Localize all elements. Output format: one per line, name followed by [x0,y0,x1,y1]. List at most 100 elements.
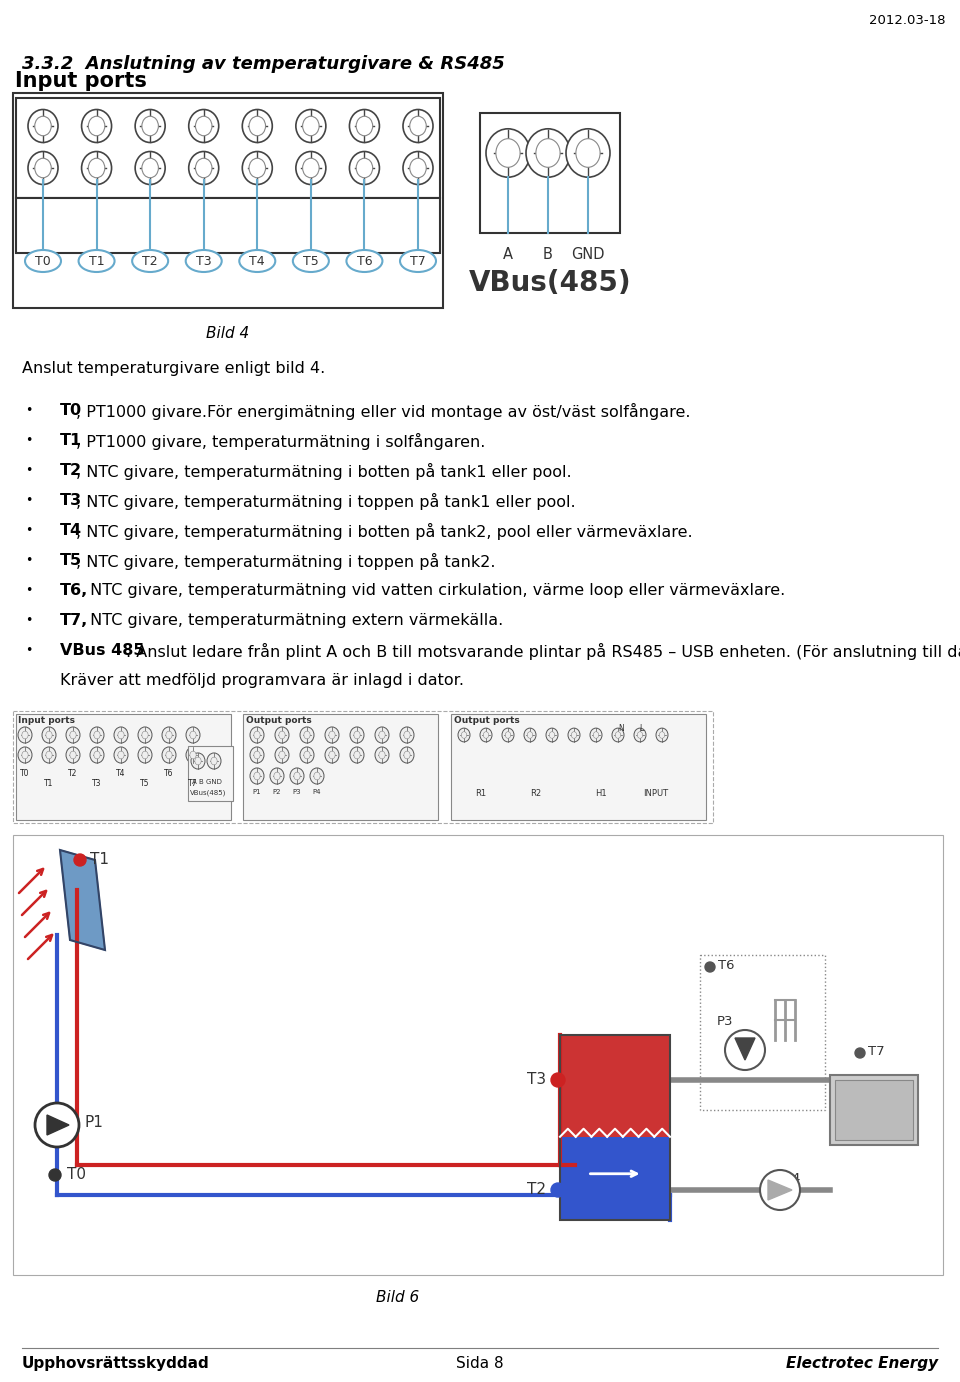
Ellipse shape [189,109,219,142]
Bar [700,955,825,1110]
Text: Anslut temperaturgivare enligt bild 4.: Anslut temperaturgivare enligt bild 4. [22,361,325,376]
Ellipse shape [300,746,314,763]
Ellipse shape [162,746,176,763]
Bar [560,1137,670,1220]
Ellipse shape [242,152,273,185]
Text: , NTC givare, temperaturmätning i toppen på tank1 eller pool.: , NTC givare, temperaturmätning i toppen… [77,493,576,510]
Ellipse shape [28,109,58,142]
Ellipse shape [524,728,536,742]
Ellipse shape [166,731,172,739]
Text: , NTC givare, temperaturmätning i botten på tank2, pool eller värmeväxlare.: , NTC givare, temperaturmätning i botten… [77,522,693,540]
Text: •: • [25,493,33,507]
Text: T4: T4 [116,768,126,778]
Ellipse shape [350,746,364,763]
Ellipse shape [275,727,289,744]
Bar [13,710,713,824]
Polygon shape [47,1115,69,1135]
Ellipse shape [527,731,533,738]
Ellipse shape [403,152,433,185]
Ellipse shape [278,752,285,759]
Polygon shape [768,1180,792,1200]
Bar [451,714,706,820]
Ellipse shape [502,728,514,742]
Polygon shape [60,850,105,949]
Text: A B GND: A B GND [192,779,222,785]
Text: T5: T5 [303,254,319,268]
Ellipse shape [250,727,264,744]
Circle shape [35,1103,79,1147]
Text: T4: T4 [60,522,83,538]
Ellipse shape [191,753,205,768]
Ellipse shape [185,250,222,272]
Ellipse shape [278,731,285,739]
Ellipse shape [88,159,105,178]
Ellipse shape [310,768,324,784]
Ellipse shape [90,746,104,763]
Text: P4: P4 [313,789,322,795]
Ellipse shape [379,731,385,739]
Ellipse shape [249,159,266,178]
Ellipse shape [46,731,52,739]
Text: T3: T3 [60,493,83,509]
Bar [13,835,943,1276]
Text: T1: T1 [44,779,54,788]
Ellipse shape [568,728,580,742]
Ellipse shape [356,159,372,178]
Ellipse shape [375,727,389,744]
Ellipse shape [612,728,624,742]
Polygon shape [735,1038,755,1060]
Ellipse shape [379,752,385,759]
Ellipse shape [132,250,168,272]
Ellipse shape [46,752,52,759]
Ellipse shape [526,129,570,177]
Circle shape [49,1169,61,1182]
Text: P2: P2 [273,789,281,795]
Ellipse shape [349,109,379,142]
Text: P1: P1 [252,789,261,795]
Ellipse shape [114,746,128,763]
Text: T7: T7 [868,1045,884,1059]
Ellipse shape [483,731,489,738]
Ellipse shape [42,727,56,744]
Text: T1: T1 [90,851,109,867]
Ellipse shape [142,159,158,178]
Text: NTC givare, temperaturmätning extern värmekälla.: NTC givare, temperaturmätning extern vär… [84,614,503,627]
Text: N: N [618,724,624,732]
Bar [243,714,438,820]
Text: Input ports: Input ports [18,716,75,726]
Text: R1: R1 [475,789,487,797]
Text: T0: T0 [20,768,30,778]
Ellipse shape [94,752,100,759]
Ellipse shape [660,731,664,738]
Text: •: • [25,614,33,627]
Ellipse shape [142,731,148,739]
Text: T5: T5 [60,553,83,568]
Text: T6: T6 [356,254,372,268]
Ellipse shape [400,746,414,763]
Text: T0: T0 [67,1166,86,1182]
Ellipse shape [300,727,314,744]
Text: GND: GND [571,247,605,263]
Text: •: • [25,464,33,477]
Ellipse shape [329,752,335,759]
Ellipse shape [634,728,646,742]
Ellipse shape [196,116,212,135]
Text: T1: T1 [60,433,83,448]
Text: Bild 4: Bild 4 [206,326,250,341]
Ellipse shape [162,727,176,744]
Text: L: L [638,724,643,732]
Bar [560,1035,670,1220]
Text: , PT1000 givare, temperaturmätning i solfångaren.: , PT1000 givare, temperaturmätning i sol… [77,433,486,451]
Text: T1: T1 [88,254,105,268]
Text: •: • [25,644,33,656]
Text: 2012.03-18: 2012.03-18 [869,14,945,28]
Ellipse shape [253,731,260,739]
Ellipse shape [138,746,152,763]
Ellipse shape [28,152,58,185]
Ellipse shape [239,250,276,272]
Ellipse shape [94,731,100,739]
Ellipse shape [347,250,382,272]
Ellipse shape [18,746,32,763]
Ellipse shape [70,752,76,759]
Text: T6: T6 [718,959,734,972]
